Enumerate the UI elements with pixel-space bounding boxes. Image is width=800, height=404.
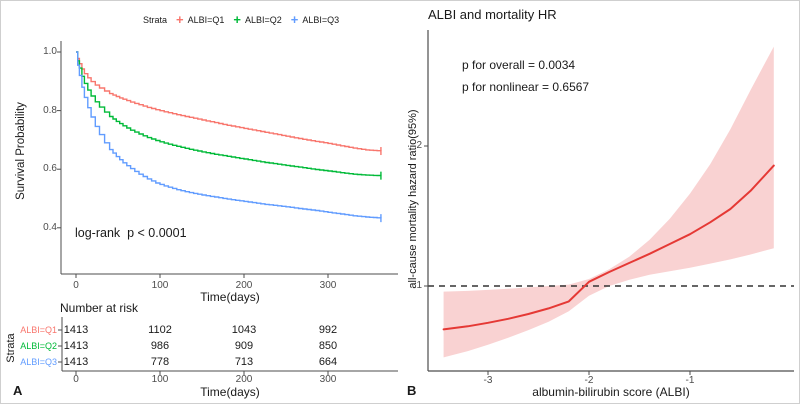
legend-label-q3: ALBI=Q3 xyxy=(302,15,340,25)
plus-icon: + xyxy=(290,12,299,27)
risk-x-axis-title: Time(days) xyxy=(200,385,260,399)
km-y-tick: 0.4 xyxy=(43,222,57,233)
p-overall-annotation: p for overall = 0.0034 xyxy=(462,58,576,72)
spline-title: ALBI and mortality HR xyxy=(428,7,557,22)
km-x-tick: 200 xyxy=(235,280,253,291)
spline-x-tick: -2 xyxy=(584,375,594,386)
logrank-annotation: log-rank p < 0.0001 xyxy=(75,226,187,240)
plus-icon: + xyxy=(176,12,184,27)
p-nonlinear-annotation: p for nonlinear = 0.6567 xyxy=(462,80,590,94)
legend-item-q1: + ALBI=Q1 xyxy=(176,12,225,27)
km-y-tick: 0.8 xyxy=(43,105,57,116)
risk-value: 986 xyxy=(150,340,170,352)
risk-value: 1413 xyxy=(63,356,89,368)
km-legend: Strata + ALBI=Q1 + ALBI=Q2 + ALBI=Q3 xyxy=(143,12,340,27)
spline-y-tick: 1 xyxy=(416,280,422,291)
spline-x-axis-title: albumin-bilirubin score (ALBI) xyxy=(532,385,690,399)
panel-a-label: A xyxy=(13,383,23,398)
risk-value: 909 xyxy=(234,340,254,352)
risk-value: 664 xyxy=(318,356,338,368)
risk-value: 778 xyxy=(150,356,170,368)
risk-value: 713 xyxy=(234,356,254,368)
risk-x-tick: 100 xyxy=(151,374,169,385)
risk-row-label-q2: ALBI=Q2 xyxy=(20,341,57,351)
km-x-axis-title: Time(days) xyxy=(200,290,260,304)
plus-icon: + xyxy=(233,12,241,27)
panel-b-label: B xyxy=(407,383,417,398)
risk-x-tick: 300 xyxy=(319,374,337,385)
legend-label-q1: ALBI=Q1 xyxy=(187,15,225,25)
km-y-tick: 1.0 xyxy=(43,46,57,57)
risk-value: 1043 xyxy=(231,324,257,336)
km-y-axis-title: Survival Probability xyxy=(15,102,27,200)
risk-value: 1102 xyxy=(148,324,172,336)
km-x-tick: 0 xyxy=(73,280,79,291)
legend-item-q3: + ALBI=Q3 xyxy=(290,12,340,27)
spline-x-tick: -3 xyxy=(483,375,493,386)
risk-value: 1413 xyxy=(63,340,89,352)
risk-x-tick: 200 xyxy=(235,374,253,385)
risk-row-label-q1: ALBI=Q1 xyxy=(20,325,57,335)
legend-title: Strata xyxy=(143,15,168,25)
spline-x-tick: -1 xyxy=(685,375,695,386)
risk-table-title: Number at risk xyxy=(60,301,139,315)
km-y-tick: 0.6 xyxy=(43,163,57,174)
risk-value: 850 xyxy=(318,340,338,352)
legend-item-q2: + ALBI=Q2 xyxy=(233,12,282,27)
risk-value: 992 xyxy=(318,324,338,336)
spline-y-tick: 2 xyxy=(416,140,422,151)
legend-label-q2: ALBI=Q2 xyxy=(244,15,282,25)
risk-x-tick: 0 xyxy=(73,374,79,385)
km-x-tick: 300 xyxy=(319,280,337,291)
risk-row-label-q3: ALBI=Q3 xyxy=(20,357,57,367)
km-x-tick: 100 xyxy=(151,280,169,291)
risk-value: 1413 xyxy=(63,324,89,336)
